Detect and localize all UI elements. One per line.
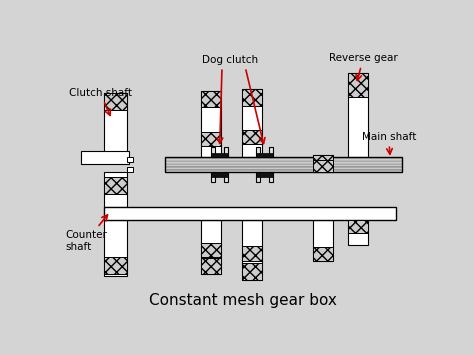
Bar [165,159,402,160]
Bar [104,93,128,110]
Bar [165,170,402,171]
Bar [165,166,402,168]
Bar [242,220,262,280]
Bar [242,89,262,157]
Bar [313,160,333,172]
Bar [104,178,128,194]
Bar [104,207,396,220]
Bar [201,243,221,257]
Bar [201,220,221,274]
Bar [256,172,273,176]
Bar [165,171,402,172]
Bar [165,164,402,165]
Bar [313,220,333,261]
Bar [256,172,260,182]
Bar [347,73,368,97]
Bar [165,158,402,159]
Bar [211,172,228,176]
Bar [128,157,133,162]
Bar [211,147,215,157]
Bar [347,220,368,233]
Bar [165,162,402,163]
Bar [165,160,402,161]
Bar [165,166,402,167]
Text: Counter
shaft: Counter shaft [65,215,108,252]
Bar [165,163,402,164]
Bar [165,169,402,170]
Bar [165,157,402,158]
Bar [242,130,262,144]
Bar [347,73,368,157]
Bar [104,93,128,157]
Bar [165,157,402,172]
Bar [224,172,228,182]
Bar [165,160,402,162]
Bar [347,220,368,245]
Bar [165,170,402,171]
Bar [224,147,228,157]
Text: Dog clutch: Dog clutch [202,55,258,65]
Bar [201,132,221,146]
Bar [165,167,402,168]
Bar [104,257,128,274]
Bar [81,151,129,164]
Bar [269,147,273,157]
Bar [165,157,402,158]
Text: Constant mesh gear box: Constant mesh gear box [149,293,337,308]
Bar [211,153,228,157]
Bar [313,155,333,167]
Bar [165,161,402,162]
Bar [313,247,333,261]
Bar [242,263,262,280]
Bar [242,246,262,261]
Bar [201,91,221,157]
Bar [269,172,273,182]
Bar [256,153,273,157]
Text: Main shaft: Main shaft [362,132,416,154]
Text: Clutch shaft: Clutch shaft [69,88,132,115]
Bar [104,172,128,207]
Bar [165,165,402,166]
Bar [128,166,133,172]
Bar [256,147,260,157]
Text: Reverse gear: Reverse gear [329,53,398,81]
Bar [211,172,215,182]
Bar [165,168,402,169]
Bar [313,155,333,172]
Bar [201,91,221,106]
Bar [104,220,128,276]
Bar [201,258,221,274]
Bar [242,89,262,106]
